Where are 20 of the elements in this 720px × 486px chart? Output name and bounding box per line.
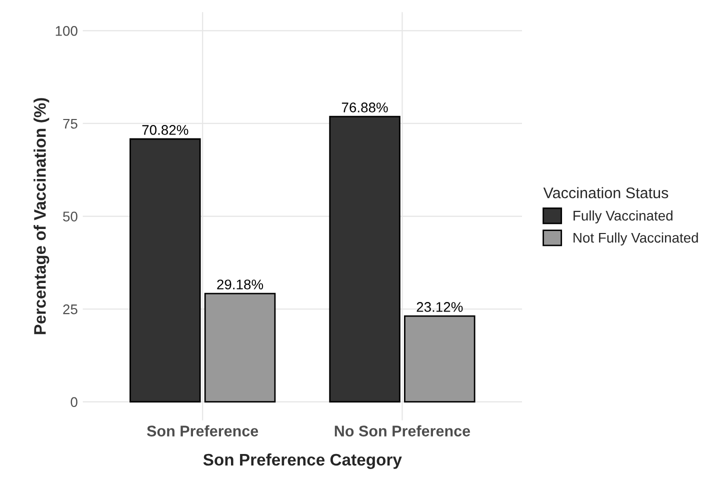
bar <box>404 315 476 403</box>
data-label: 23.12% <box>416 302 463 312</box>
bar <box>204 292 276 403</box>
y-tick-label: 50 <box>63 212 78 222</box>
legend-label: Not Fully Vaccinated <box>574 232 698 246</box>
y-tick-label: 75 <box>63 118 78 129</box>
x-tick-label: Son Preference <box>146 425 258 436</box>
x-tick-label: No Son Preference <box>334 425 470 436</box>
legend-title: Vaccination Status <box>543 187 668 198</box>
data-label: 76.88% <box>342 102 388 112</box>
legend-label: Fully Vaccinated <box>574 210 672 224</box>
y-axis-title: Percentage of Vaccination (%) <box>34 98 50 334</box>
data-label: 29.18% <box>217 280 264 290</box>
data-label: 70.82% <box>142 125 188 135</box>
y-tick-label: 100 <box>56 26 78 36</box>
x-axis-title: Son Preference Category <box>203 453 402 469</box>
y-tick-label: 25 <box>63 304 78 314</box>
bar <box>329 116 400 403</box>
bar <box>130 138 201 403</box>
y-tick-label: 0 <box>70 397 78 408</box>
